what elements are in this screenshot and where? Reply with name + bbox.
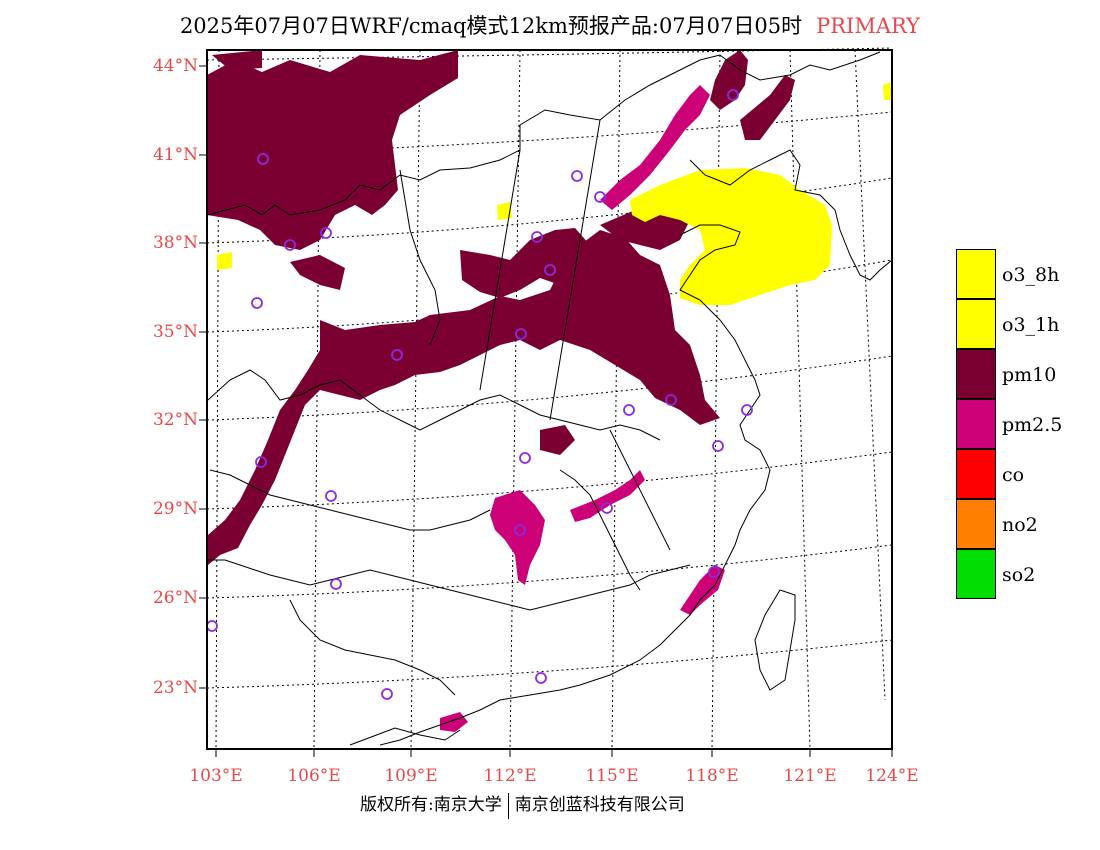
lat-label: 29°N — [152, 499, 198, 519]
legend-label: co — [1002, 464, 1025, 486]
lon-label: 118°E — [685, 766, 739, 786]
legend-label: no2 — [1002, 514, 1038, 536]
lat-label: 41°N — [152, 145, 198, 165]
legend-swatch — [956, 549, 996, 599]
map-frame — [206, 49, 893, 750]
lon-label: 103°E — [189, 766, 243, 786]
legend-label: pm10 — [1002, 364, 1057, 386]
lon-label: 109°E — [384, 766, 438, 786]
legend-swatch — [956, 349, 996, 399]
legend-swatch — [956, 449, 996, 499]
legend-label: o3_8h — [1002, 264, 1060, 286]
lat-label: 32°N — [152, 410, 198, 430]
lon-label: 124°E — [865, 766, 919, 786]
lon-label: 115°E — [585, 766, 639, 786]
lat-label: 38°N — [152, 233, 198, 253]
copyright-left: 版权所有:南京大学 — [360, 795, 502, 815]
legend-label: pm2.5 — [1002, 414, 1063, 436]
lat-label: 26°N — [152, 588, 198, 608]
lon-label: 121°E — [783, 766, 837, 786]
o3-field — [217, 82, 892, 305]
copyright-right: 南京创蓝科技有限公司 — [514, 795, 685, 815]
title-tag: PRIMARY — [816, 14, 921, 38]
legend-swatch — [956, 499, 996, 549]
legend-swatch — [956, 249, 996, 299]
lon-label: 112°E — [483, 766, 537, 786]
station-markers — [206, 89, 753, 700]
lat-label: 35°N — [152, 322, 198, 342]
legend-swatch — [956, 399, 996, 449]
lon-label: 106°E — [287, 766, 341, 786]
legend-label: so2 — [1002, 564, 1036, 586]
pm10-field — [207, 50, 795, 565]
title-main: 2025年07月07日WRF/cmaq模式12km预报产品:07月07日05时 — [179, 14, 803, 38]
lat-label: 44°N — [152, 56, 198, 76]
footer-divider — [507, 792, 509, 819]
tick-marks — [199, 65, 893, 757]
copyright-footer: 版权所有:南京大学 南京创蓝科技有限公司 — [360, 790, 685, 819]
lat-label: 23°N — [152, 678, 198, 698]
map-title: 2025年07月07日WRF/cmaq模式12km预报产品:07月07日05时 P… — [0, 10, 1100, 40]
legend-label: o3_1h — [1002, 314, 1060, 336]
boundaries — [206, 51, 893, 746]
legend-swatch — [956, 299, 996, 349]
